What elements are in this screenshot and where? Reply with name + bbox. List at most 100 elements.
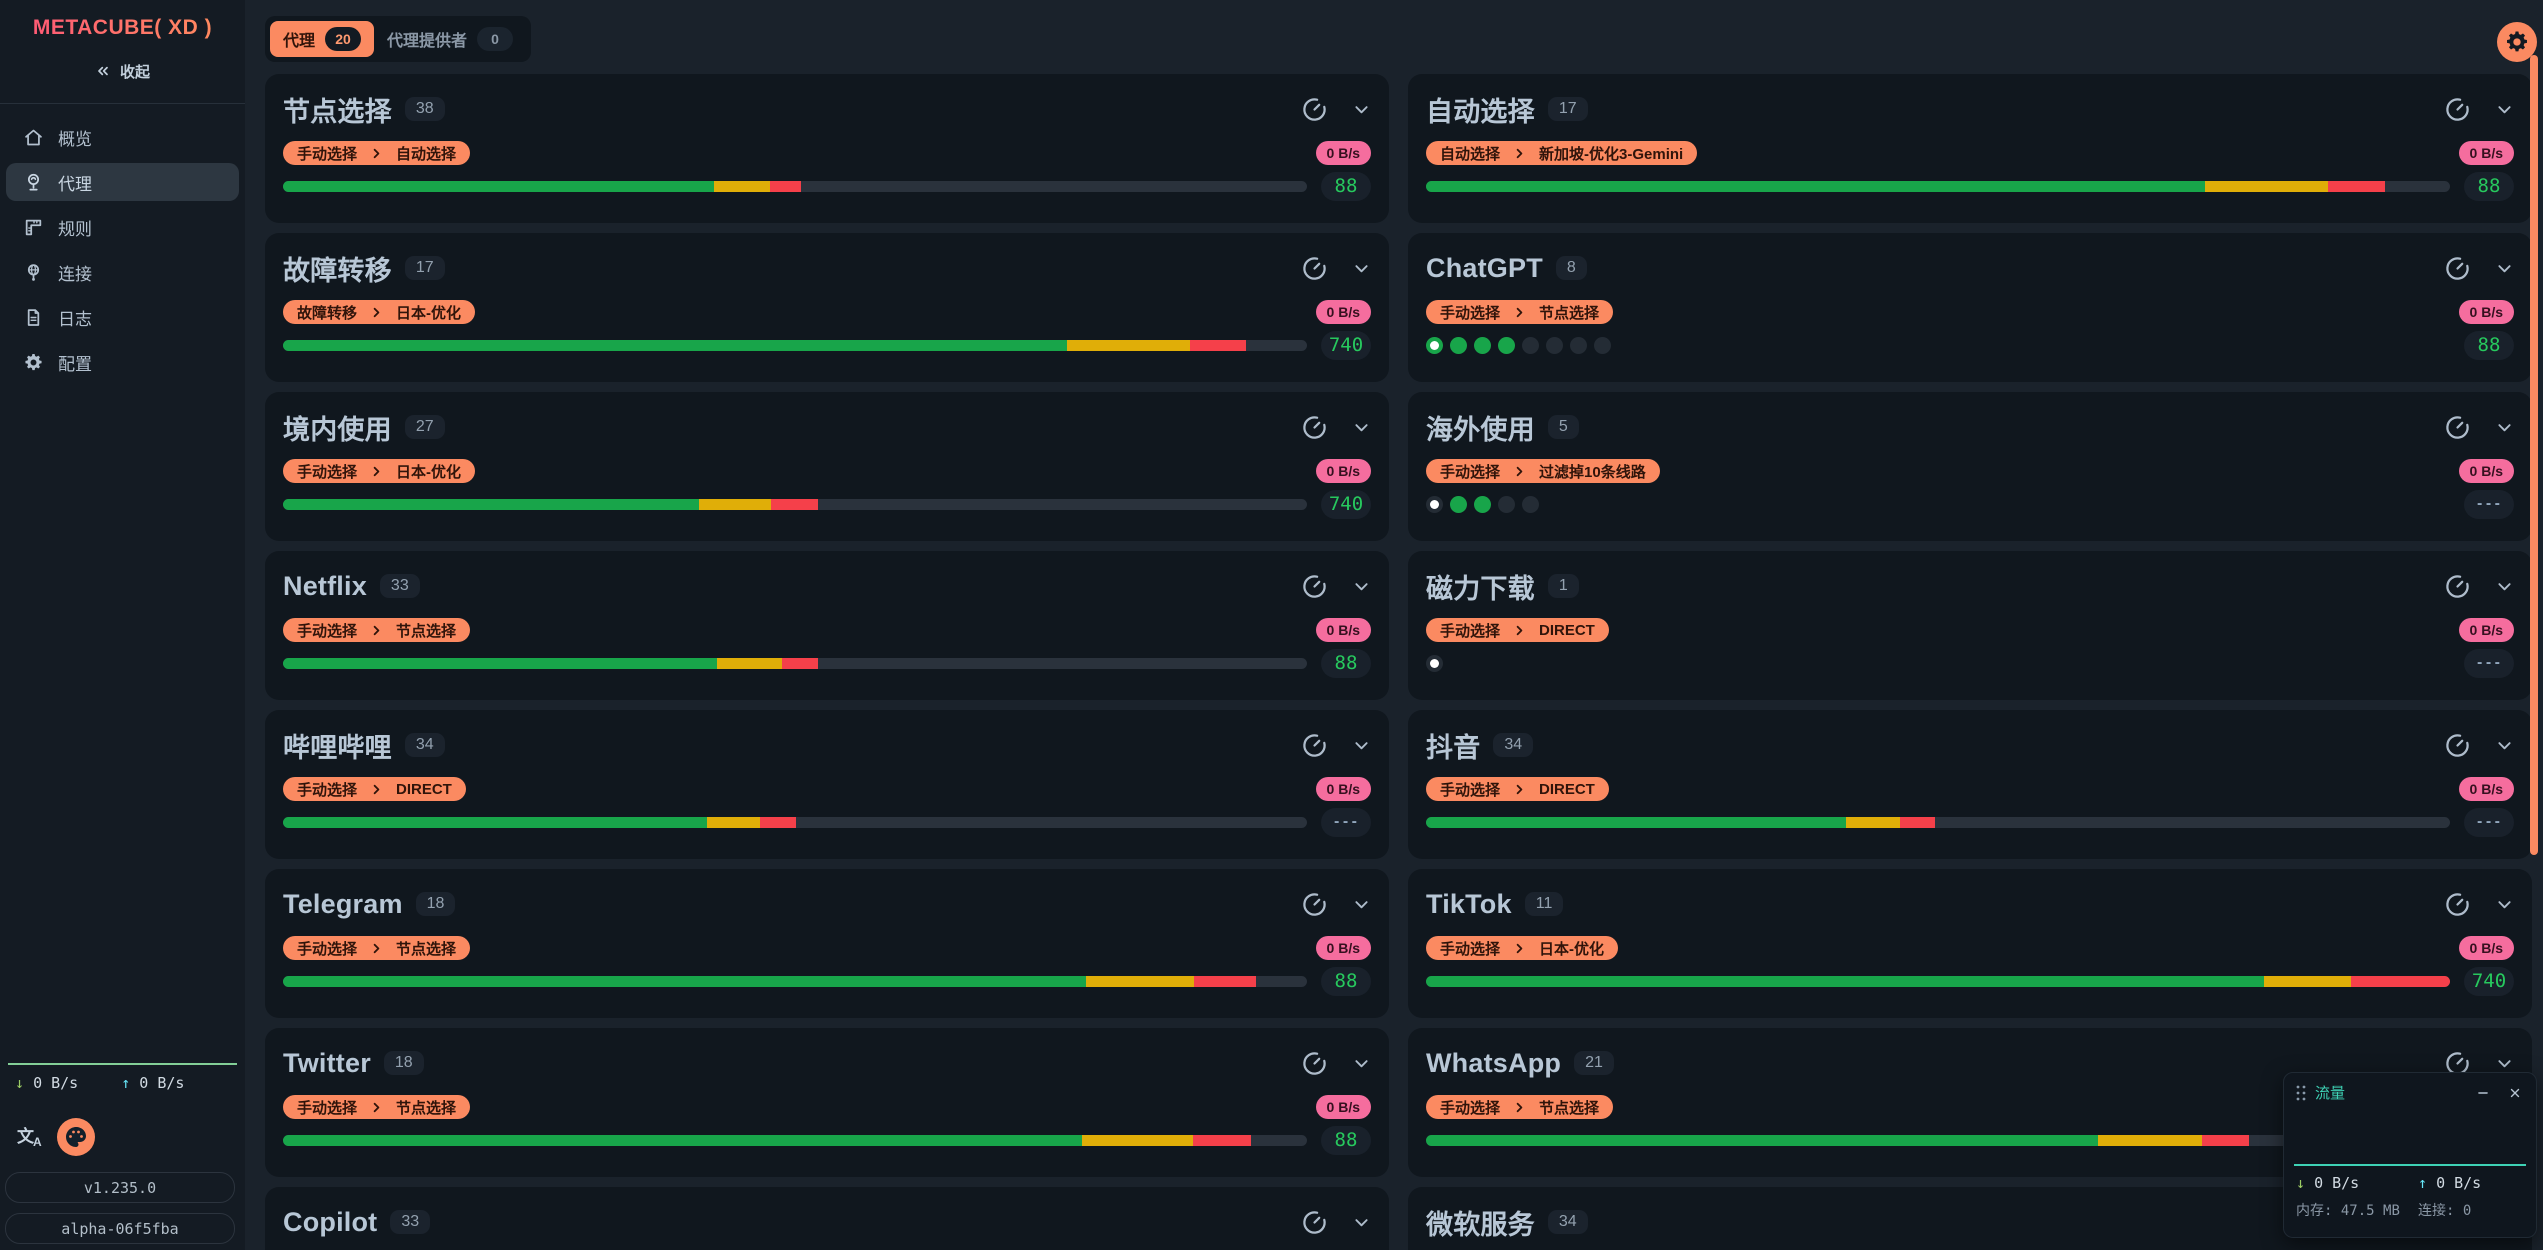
chevron-down-icon[interactable] bbox=[1352, 736, 1371, 755]
speedtest-icon[interactable] bbox=[2444, 1050, 2471, 1077]
proxy-group-card: 自动选择 17 自动选择 新加坡-优化3-Gemini 0 B/s 88 bbox=[1408, 74, 2532, 223]
chevron-down-icon[interactable] bbox=[1352, 1054, 1371, 1073]
sidebar-item-overview[interactable]: 概览 bbox=[6, 118, 239, 156]
tab-count: 0 bbox=[477, 27, 514, 51]
selected-node-badge[interactable]: 手动选择 DIRECT bbox=[1426, 777, 1609, 801]
latency-value: 88 bbox=[1321, 648, 1371, 678]
selected-node-badge[interactable]: 手动选择 日本-优化 bbox=[283, 459, 476, 483]
tab-proxies[interactable]: 代理 20 bbox=[270, 21, 375, 57]
traffic-panel-stats: ↓ 0 B/s ↑ 0 B/s 内存: 47.5 MB 连接: 0 bbox=[2296, 1174, 2530, 1220]
selected-node-badge[interactable]: 故障转移 日本-优化 bbox=[283, 300, 476, 324]
sidebar-collapse-button[interactable]: 收起 bbox=[0, 59, 245, 83]
speedtest-icon[interactable] bbox=[2444, 255, 2471, 282]
minimize-icon[interactable] bbox=[2476, 1086, 2490, 1100]
speedtest-icon[interactable] bbox=[1301, 732, 1328, 759]
close-icon[interactable] bbox=[2508, 1086, 2522, 1100]
proxy-node-dot[interactable] bbox=[1426, 495, 1443, 513]
proxy-node-dot[interactable] bbox=[1450, 336, 1467, 354]
drag-handle-icon[interactable] bbox=[2295, 1084, 2307, 1102]
proxy-group-card: Copilot 33 bbox=[265, 1187, 1389, 1250]
proxy-node-dot[interactable] bbox=[1594, 336, 1611, 354]
speedtest-icon[interactable] bbox=[1301, 1209, 1328, 1236]
proxy-node-dot[interactable] bbox=[1474, 495, 1491, 513]
sidebar-item-label: 配置 bbox=[58, 354, 92, 374]
selected-node-badge[interactable]: 自动选择 新加坡-优化3-Gemini bbox=[1426, 141, 1698, 165]
proxy-node-dot[interactable] bbox=[1522, 495, 1539, 513]
chevron-down-icon[interactable] bbox=[2495, 895, 2514, 914]
sidebar-item-config[interactable]: 配置 bbox=[6, 343, 239, 381]
proxy-node-dot[interactable] bbox=[1498, 336, 1515, 354]
selected-node-badge[interactable]: 手动选择 节点选择 bbox=[283, 936, 471, 960]
proxy-node-dot[interactable] bbox=[1474, 336, 1491, 354]
selected-node-badge[interactable]: 手动选择 过滤掉10条线路 bbox=[1426, 459, 1660, 483]
proxy-node-dot[interactable] bbox=[1426, 654, 1443, 672]
language-icon[interactable]: 文A bbox=[17, 1127, 42, 1149]
latency-value: 88 bbox=[2464, 330, 2514, 360]
group-title: 磁力下载 bbox=[1426, 573, 1535, 604]
selected-node-badge[interactable]: 手动选择 DIRECT bbox=[1426, 618, 1609, 642]
selected-node-badge[interactable]: 手动选择 节点选择 bbox=[1426, 1095, 1614, 1119]
sidebar-item-connections[interactable]: 连接 bbox=[6, 253, 239, 291]
speedtest-icon[interactable] bbox=[1301, 1050, 1328, 1077]
chevron-down-icon[interactable] bbox=[2495, 418, 2514, 437]
chevron-down-icon[interactable] bbox=[1352, 895, 1371, 914]
group-speed-badge: 0 B/s bbox=[1315, 459, 1371, 483]
speedtest-icon[interactable] bbox=[2444, 573, 2471, 600]
chevron-right-icon bbox=[373, 784, 380, 794]
speedtest-icon[interactable] bbox=[1301, 414, 1328, 441]
speedtest-icon[interactable] bbox=[1301, 573, 1328, 600]
selected-node-badge[interactable]: 手动选择 自动选择 bbox=[283, 141, 471, 165]
selected-node: 过滤掉10条线路 bbox=[1539, 463, 1646, 481]
selected-node-badge[interactable]: 手动选择 节点选择 bbox=[283, 1095, 471, 1119]
selected-node-badge[interactable]: 手动选择 节点选择 bbox=[283, 618, 471, 642]
chevron-down-icon[interactable] bbox=[1352, 259, 1371, 278]
selected-node-badge[interactable]: 手动选择 节点选择 bbox=[1426, 300, 1614, 324]
chevron-down-icon[interactable] bbox=[1352, 418, 1371, 437]
sidebar-item-rules[interactable]: 规则 bbox=[6, 208, 239, 246]
latency-value: --- bbox=[2464, 489, 2514, 519]
speedtest-icon[interactable] bbox=[1301, 891, 1328, 918]
chevron-down-icon[interactable] bbox=[2495, 259, 2514, 278]
group-count: 8 bbox=[1555, 256, 1587, 280]
scrollbar-thumb[interactable] bbox=[2530, 55, 2538, 855]
logs-icon bbox=[27, 308, 40, 326]
proxy-node-dot[interactable] bbox=[1546, 336, 1563, 354]
chevron-down-icon[interactable] bbox=[2495, 736, 2514, 755]
proxy-node-dot[interactable] bbox=[1498, 495, 1515, 513]
theme-palette-button[interactable] bbox=[57, 1118, 95, 1156]
speedtest-icon[interactable] bbox=[1301, 255, 1328, 282]
chevron-down-icon[interactable] bbox=[2495, 100, 2514, 119]
upload-speed: ↑ 0 B/s bbox=[121, 1074, 185, 1092]
bar-segment-bad bbox=[1193, 1134, 1251, 1146]
settings-button[interactable] bbox=[2497, 22, 2537, 62]
group-speed-badge: 0 B/s bbox=[2458, 459, 2514, 483]
latency-distribution-bar bbox=[1426, 975, 2450, 987]
group-title: 节点选择 bbox=[283, 96, 392, 127]
chevron-down-icon[interactable] bbox=[2495, 1054, 2514, 1073]
chevron-down-icon[interactable] bbox=[1352, 1213, 1371, 1232]
selected-node-badge[interactable]: 手动选择 DIRECT bbox=[283, 777, 466, 801]
speedtest-icon[interactable] bbox=[2444, 414, 2471, 441]
proxy-node-dot[interactable] bbox=[1522, 336, 1539, 354]
chevron-right-icon bbox=[373, 148, 380, 158]
tab-providers[interactable]: 代理提供者 0 bbox=[374, 21, 526, 57]
selected-node-badge[interactable]: 手动选择 日本-优化 bbox=[1426, 936, 1619, 960]
proxy-group-card: Netflix 33 手动选择 节点选择 0 B/s 88 bbox=[265, 551, 1389, 700]
speedtest-icon[interactable] bbox=[1301, 96, 1328, 123]
sidebar-item-proxies[interactable]: 代理 bbox=[6, 163, 239, 201]
proxy-node-dot[interactable] bbox=[1570, 336, 1587, 354]
chevron-down-icon[interactable] bbox=[1352, 577, 1371, 596]
group-title: 海外使用 bbox=[1426, 414, 1535, 445]
group-speed-badge: 0 B/s bbox=[1315, 141, 1371, 165]
panel-connections: 连接: 0 bbox=[2418, 1203, 2472, 1219]
sidebar-item-logs[interactable]: 日志 bbox=[6, 298, 239, 336]
proxy-group-card: ChatGPT 8 手动选择 节点选择 0 B/s 88 bbox=[1408, 233, 2532, 382]
chevron-down-icon[interactable] bbox=[1352, 100, 1371, 119]
speedtest-icon[interactable] bbox=[2444, 891, 2471, 918]
proxy-node-dot[interactable] bbox=[1450, 495, 1467, 513]
selected-node: 节点选择 bbox=[1539, 304, 1600, 322]
chevron-down-icon[interactable] bbox=[2495, 577, 2514, 596]
speedtest-icon[interactable] bbox=[2444, 732, 2471, 759]
speedtest-icon[interactable] bbox=[2444, 96, 2471, 123]
proxy-node-dot[interactable] bbox=[1426, 336, 1443, 354]
